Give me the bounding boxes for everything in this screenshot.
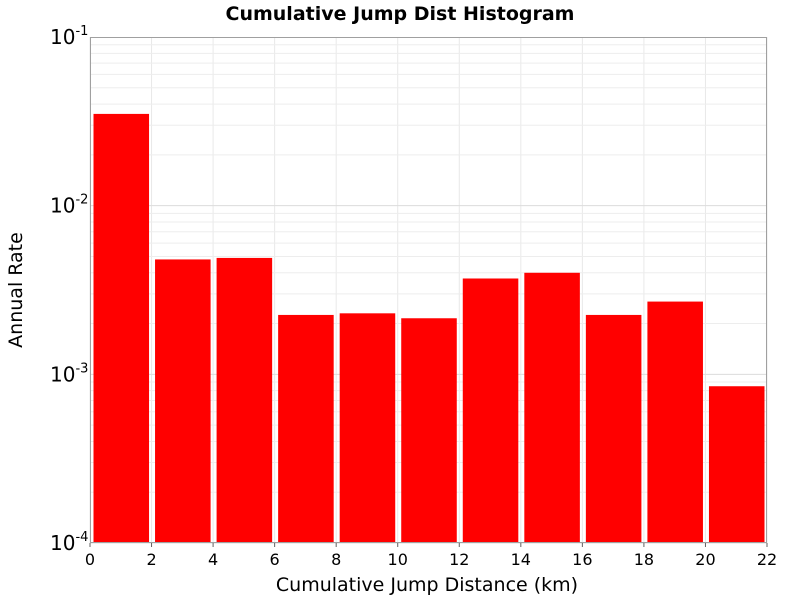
x-tick-label: 2 — [146, 550, 156, 569]
bar — [585, 314, 642, 543]
bar — [93, 113, 150, 544]
y-tick-label: 10-3 — [50, 361, 88, 386]
y-axis-ticks: 10-4 10-3 10-2 10-1 — [50, 24, 88, 555]
y-tick-label: 10-2 — [50, 193, 88, 218]
bar — [524, 272, 580, 543]
bar — [278, 314, 334, 543]
bar-series — [93, 113, 765, 544]
x-tick-label: 18 — [634, 550, 654, 569]
x-tick-label: 20 — [695, 550, 715, 569]
bar — [462, 278, 519, 543]
x-tick-label: 6 — [270, 550, 280, 569]
y-tick-label: 10-1 — [50, 24, 88, 49]
x-axis-label: Cumulative Jump Distance (km) — [276, 574, 578, 596]
plot-border — [90, 37, 767, 543]
chart-title: Cumulative Jump Dist Histogram — [226, 3, 575, 25]
x-tick-label: 8 — [331, 550, 341, 569]
bar — [155, 259, 211, 543]
x-tick-label: 12 — [449, 550, 469, 569]
y-axis-label: Annual Rate — [5, 232, 27, 348]
y-tick-label: 10-4 — [50, 530, 88, 555]
x-tick-label: 4 — [208, 550, 218, 569]
x-tick-label: 10 — [388, 550, 408, 569]
x-axis-ticks: 0 2 4 6 8 10 12 14 16 18 20 22 — [85, 543, 777, 569]
bar — [647, 301, 703, 543]
x-tick-label: 22 — [757, 550, 777, 569]
x-tick-label: 0 — [85, 550, 95, 569]
bar — [216, 257, 273, 543]
x-tick-label: 16 — [572, 550, 592, 569]
bar — [708, 386, 765, 543]
bar — [339, 313, 396, 543]
bar — [401, 318, 457, 543]
x-tick-label: 14 — [511, 550, 531, 569]
